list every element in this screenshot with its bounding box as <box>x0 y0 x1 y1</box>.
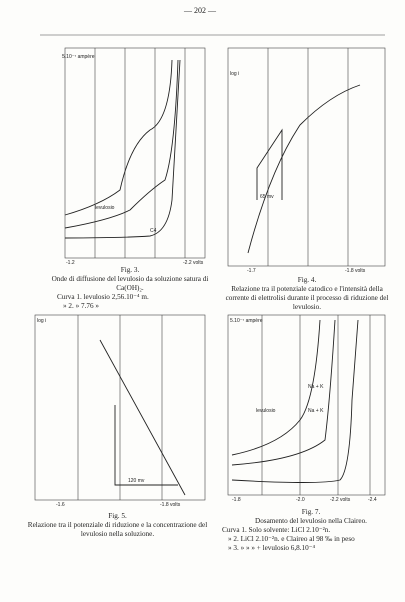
fig-title: Fig. 4. <box>297 276 317 284</box>
axis-label: 5.10⁻⁷ ampère <box>62 54 95 60</box>
label: 120 mv <box>128 478 145 484</box>
fig-line: » 2. LiCl 2.10⁻²n. e Claireo al 98 ‰ in … <box>228 535 355 543</box>
label: levulosio <box>95 205 115 211</box>
fig-text: Dosamento del levulosio nella Claireo. <box>255 517 367 525</box>
tick-label: -1.2 <box>66 260 75 266</box>
caption-3: Fig. 3. Onde di diffusione del levulosio… <box>45 266 215 311</box>
label: levulosio <box>256 408 276 414</box>
fig-line: Curva 1. levulosio 2,56.10⁻⁴ m. <box>57 293 149 301</box>
tick-label: -2.0 <box>296 497 305 503</box>
caption-5: Fig. 5. Relazione tra il potenziale di r… <box>25 512 210 539</box>
figure-4 <box>227 47 386 267</box>
tick-label: -2.2 volts <box>330 497 351 503</box>
tick-label: -1.8 volts <box>345 268 366 274</box>
fig-line: » 2. » 7.76 » <box>63 302 99 310</box>
fig-line: Curva 1. Solo solvente: LiCl 2.10⁻²n. <box>222 526 331 534</box>
fig-title: Fig. 5. <box>108 512 127 520</box>
axis-label: log i <box>230 71 239 77</box>
caption-4: Fig. 4. Relazione tra il potenziale cato… <box>222 276 392 312</box>
fig-line: » 3. » » » + levulosio 6,8.10⁻⁴ <box>228 544 316 552</box>
axis-label: log i <box>37 318 46 324</box>
page-number: — 202 — <box>184 6 216 15</box>
tick-label: -1.8 <box>232 497 241 503</box>
label: Na + K <box>308 408 324 414</box>
label: C4 <box>150 228 157 234</box>
figure-5 <box>34 314 206 501</box>
tick-label: -2.4 <box>368 497 377 503</box>
figure-7 <box>227 314 386 496</box>
figure-3 <box>64 47 206 259</box>
fig-text: Relazione tra il potenziale di riduzione… <box>27 521 208 538</box>
fig-text: Onde di diffusione del levulosio da solu… <box>51 275 209 292</box>
fig-title: Fig. 7. <box>301 508 321 516</box>
caption-7: Fig. 7. Dosamento del levulosio nella Cl… <box>222 508 400 553</box>
fig-title: Fig. 3. <box>120 266 140 274</box>
tick-label: -1.8 volts <box>160 502 181 508</box>
tick-label: -2.2 volts <box>183 260 204 266</box>
tick-label: -1.6 <box>56 502 65 508</box>
label: Na + K <box>308 384 324 390</box>
label: 65 mv <box>260 194 274 200</box>
axis-label: 5.10⁻⁷ ampère <box>230 318 263 324</box>
fig-text: Relazione tra il potenziale catodico e l… <box>225 285 389 311</box>
tick-label: -1.7 <box>247 268 256 274</box>
